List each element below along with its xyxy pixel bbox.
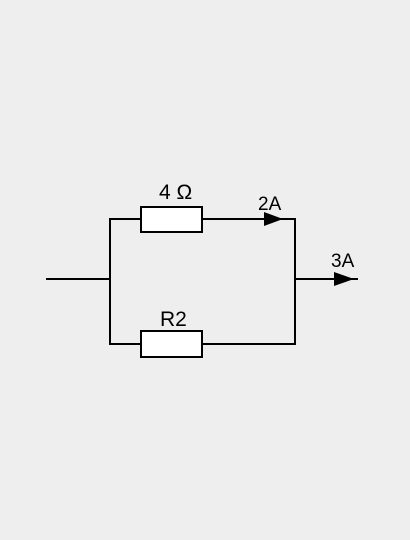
resistor-bottom-label: R2 [160,308,187,331]
current-top-label: 2A [258,194,282,215]
resistor-bottom [140,330,203,358]
resistor-top [140,206,203,233]
current-output-label: 3A [331,251,355,272]
current-arrow-output [334,272,354,286]
resistor-top-label: 4 Ω [159,181,192,204]
current-arrow-top [264,212,283,226]
